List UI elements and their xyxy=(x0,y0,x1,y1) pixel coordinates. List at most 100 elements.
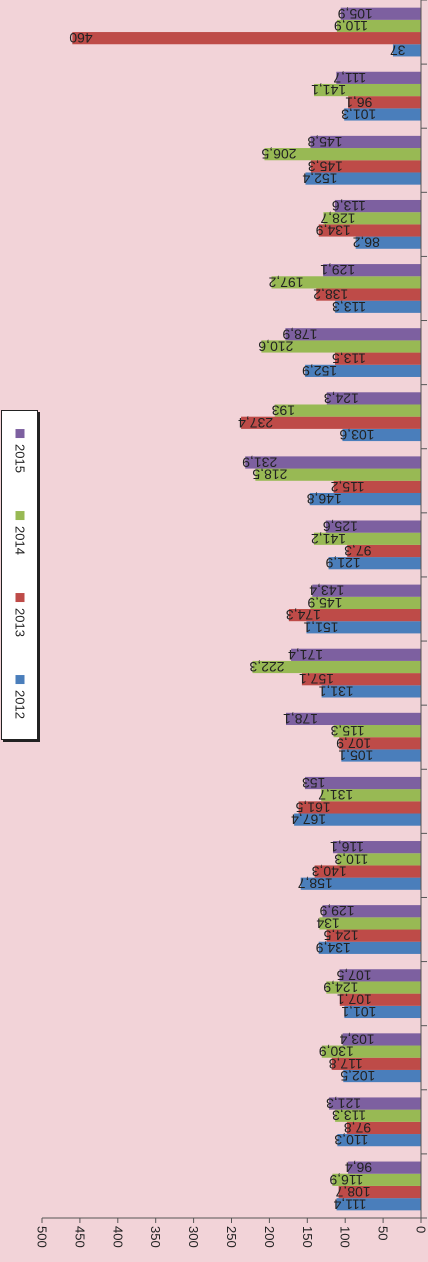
data-label-2014-cat-14: 210,6 xyxy=(258,338,293,354)
legend-label-2015: 2015 xyxy=(12,444,27,473)
data-label-2013-cat-5: 124,5 xyxy=(323,928,358,944)
data-label-2012-cat-13: 103,6 xyxy=(339,427,374,443)
data-label-2014-cat-3: 130,9 xyxy=(319,1044,354,1060)
bar-2014-cat-1 xyxy=(332,1173,421,1186)
bar-2015-cat-19 xyxy=(340,7,421,20)
data-label-2015-cat-15: 129,1 xyxy=(320,262,355,278)
data-label-2014-cat-8: 115,3 xyxy=(330,723,364,739)
bar-2015-cat-18 xyxy=(336,71,421,84)
bar-2012-cat-8 xyxy=(341,749,421,762)
bar-2014-cat-7 xyxy=(321,789,421,802)
bar-2015-cat-12 xyxy=(245,456,421,469)
bar-2012-cat-16 xyxy=(355,236,421,249)
bar-2013-cat-9 xyxy=(301,673,421,686)
data-label-2012-cat-7: 167,4 xyxy=(291,812,326,828)
bar-2015-cat-13 xyxy=(326,392,421,405)
data-label-2013-cat-12: 115,2 xyxy=(330,479,364,495)
bar-2014-cat-10 xyxy=(310,596,421,609)
data-label-2014-cat-9: 222,3 xyxy=(249,659,284,675)
data-label-2013-cat-16: 134,9 xyxy=(316,222,351,238)
bar-2015-cat-6 xyxy=(332,841,421,854)
data-label-2014-cat-5: 134 xyxy=(316,915,340,931)
data-label-2015-cat-6: 116,1 xyxy=(330,839,364,855)
bar-2012-cat-12 xyxy=(309,492,421,506)
data-label-2013-cat-9: 157,1 xyxy=(299,671,334,687)
legend: 2015 2014 2013 2012 xyxy=(1,410,38,740)
data-label-2015-cat-5: 129,9 xyxy=(319,903,354,919)
bar-2012-cat-6 xyxy=(300,877,421,890)
legend-swatch-2012 xyxy=(15,675,24,685)
bar-2012-cat-9 xyxy=(321,685,421,698)
bar-2013-cat-18 xyxy=(348,96,421,109)
legend-swatch-2014 xyxy=(15,511,24,521)
data-label-2012-cat-8: 105,1 xyxy=(338,748,373,764)
data-label-2015-cat-13: 124,3 xyxy=(324,390,359,406)
bar-2015-cat-16 xyxy=(334,199,421,213)
data-label-2013-cat-1: 108,7 xyxy=(335,1184,370,1200)
bar-2014-cat-17 xyxy=(264,148,421,161)
data-label-2015-cat-11: 125,6 xyxy=(323,519,358,535)
data-label-2012-cat-1: 111,4 xyxy=(333,1196,366,1212)
data-label-2013-cat-15: 138,2 xyxy=(313,287,348,303)
bar-2014-cat-11 xyxy=(313,532,421,545)
bar-2012-cat-11 xyxy=(328,557,421,570)
bar-2015-cat-1 xyxy=(347,1161,421,1174)
bar-2014-cat-9 xyxy=(252,660,421,674)
bar-2012-cat-4 xyxy=(344,1005,421,1019)
value-tick-label-300: 300 xyxy=(186,1226,201,1248)
bar-2015-cat-3 xyxy=(342,1033,421,1046)
value-tick-label-350: 350 xyxy=(148,1226,163,1248)
bar-2013-cat-2 xyxy=(346,1121,421,1135)
legend-label-2014: 2014 xyxy=(12,526,27,555)
bar-2013-cat-7 xyxy=(298,801,421,814)
data-label-2014-cat-4: 124,9 xyxy=(323,980,358,996)
data-label-2013-cat-11: 97,3 xyxy=(344,543,371,559)
bar-2013-cat-14 xyxy=(334,352,421,365)
data-label-2014-cat-19: 110,9 xyxy=(334,18,368,34)
bar-2013-cat-1 xyxy=(338,1185,421,1199)
bar-2014-cat-2 xyxy=(335,1109,421,1122)
data-label-2014-cat-10: 145,9 xyxy=(307,595,342,611)
value-tick-label-400: 400 xyxy=(110,1226,125,1248)
bar-2014-cat-13 xyxy=(274,404,421,417)
data-label-2014-cat-16: 128,7 xyxy=(320,210,355,226)
data-label-2013-cat-17: 145,3 xyxy=(308,158,343,174)
bar-2012-cat-19 xyxy=(392,44,421,57)
value-tick-label-500: 500 xyxy=(35,1226,50,1248)
legend-swatch-2015 xyxy=(15,429,24,439)
data-label-2013-cat-6: 140,3 xyxy=(311,864,346,880)
bar-2013-cat-17 xyxy=(310,160,421,173)
bar-2014-cat-6 xyxy=(337,853,421,866)
legend-label-2013: 2013 xyxy=(12,608,27,637)
value-tick-label-0: 0 xyxy=(414,1226,428,1233)
bar-2015-cat-14 xyxy=(285,328,421,341)
bar-2012-cat-13 xyxy=(342,428,421,442)
bar-2013-cat-12 xyxy=(333,480,421,493)
bar-2013-cat-15 xyxy=(316,288,421,301)
bar-2012-cat-17 xyxy=(305,172,421,185)
data-label-2015-cat-4: 107,5 xyxy=(336,967,371,983)
data-label-2014-cat-2: 113,3 xyxy=(332,1108,366,1124)
data-label-2012-cat-17: 152,4 xyxy=(302,171,337,187)
data-label-2015-cat-3: 103,4 xyxy=(339,1031,374,1047)
data-label-2013-cat-8: 107,9 xyxy=(336,735,371,751)
value-tick-label-250: 250 xyxy=(224,1226,239,1248)
data-label-2013-cat-2: 97,8 xyxy=(344,1120,371,1136)
bar-2013-cat-19 xyxy=(72,32,421,45)
data-label-2015-cat-16: 113,6 xyxy=(332,198,366,214)
bar-2013-cat-3 xyxy=(331,1057,421,1070)
data-label-2012-cat-4: 101,1 xyxy=(341,1004,376,1020)
bar-2015-cat-2 xyxy=(329,1097,421,1110)
data-label-2015-cat-9: 171,4 xyxy=(288,647,323,663)
bar-2013-cat-13 xyxy=(241,416,421,429)
bar-2012-cat-14 xyxy=(305,364,421,377)
bar-2013-cat-5 xyxy=(326,929,421,942)
data-label-2015-cat-8: 178,1 xyxy=(283,711,318,727)
bar-2012-cat-5 xyxy=(318,941,421,954)
bar-2014-cat-16 xyxy=(323,212,421,225)
bar-2013-cat-6 xyxy=(314,865,421,878)
bar-2015-cat-7 xyxy=(305,776,421,790)
bar-2014-cat-18 xyxy=(314,83,421,97)
bar-2013-cat-11 xyxy=(347,544,421,558)
